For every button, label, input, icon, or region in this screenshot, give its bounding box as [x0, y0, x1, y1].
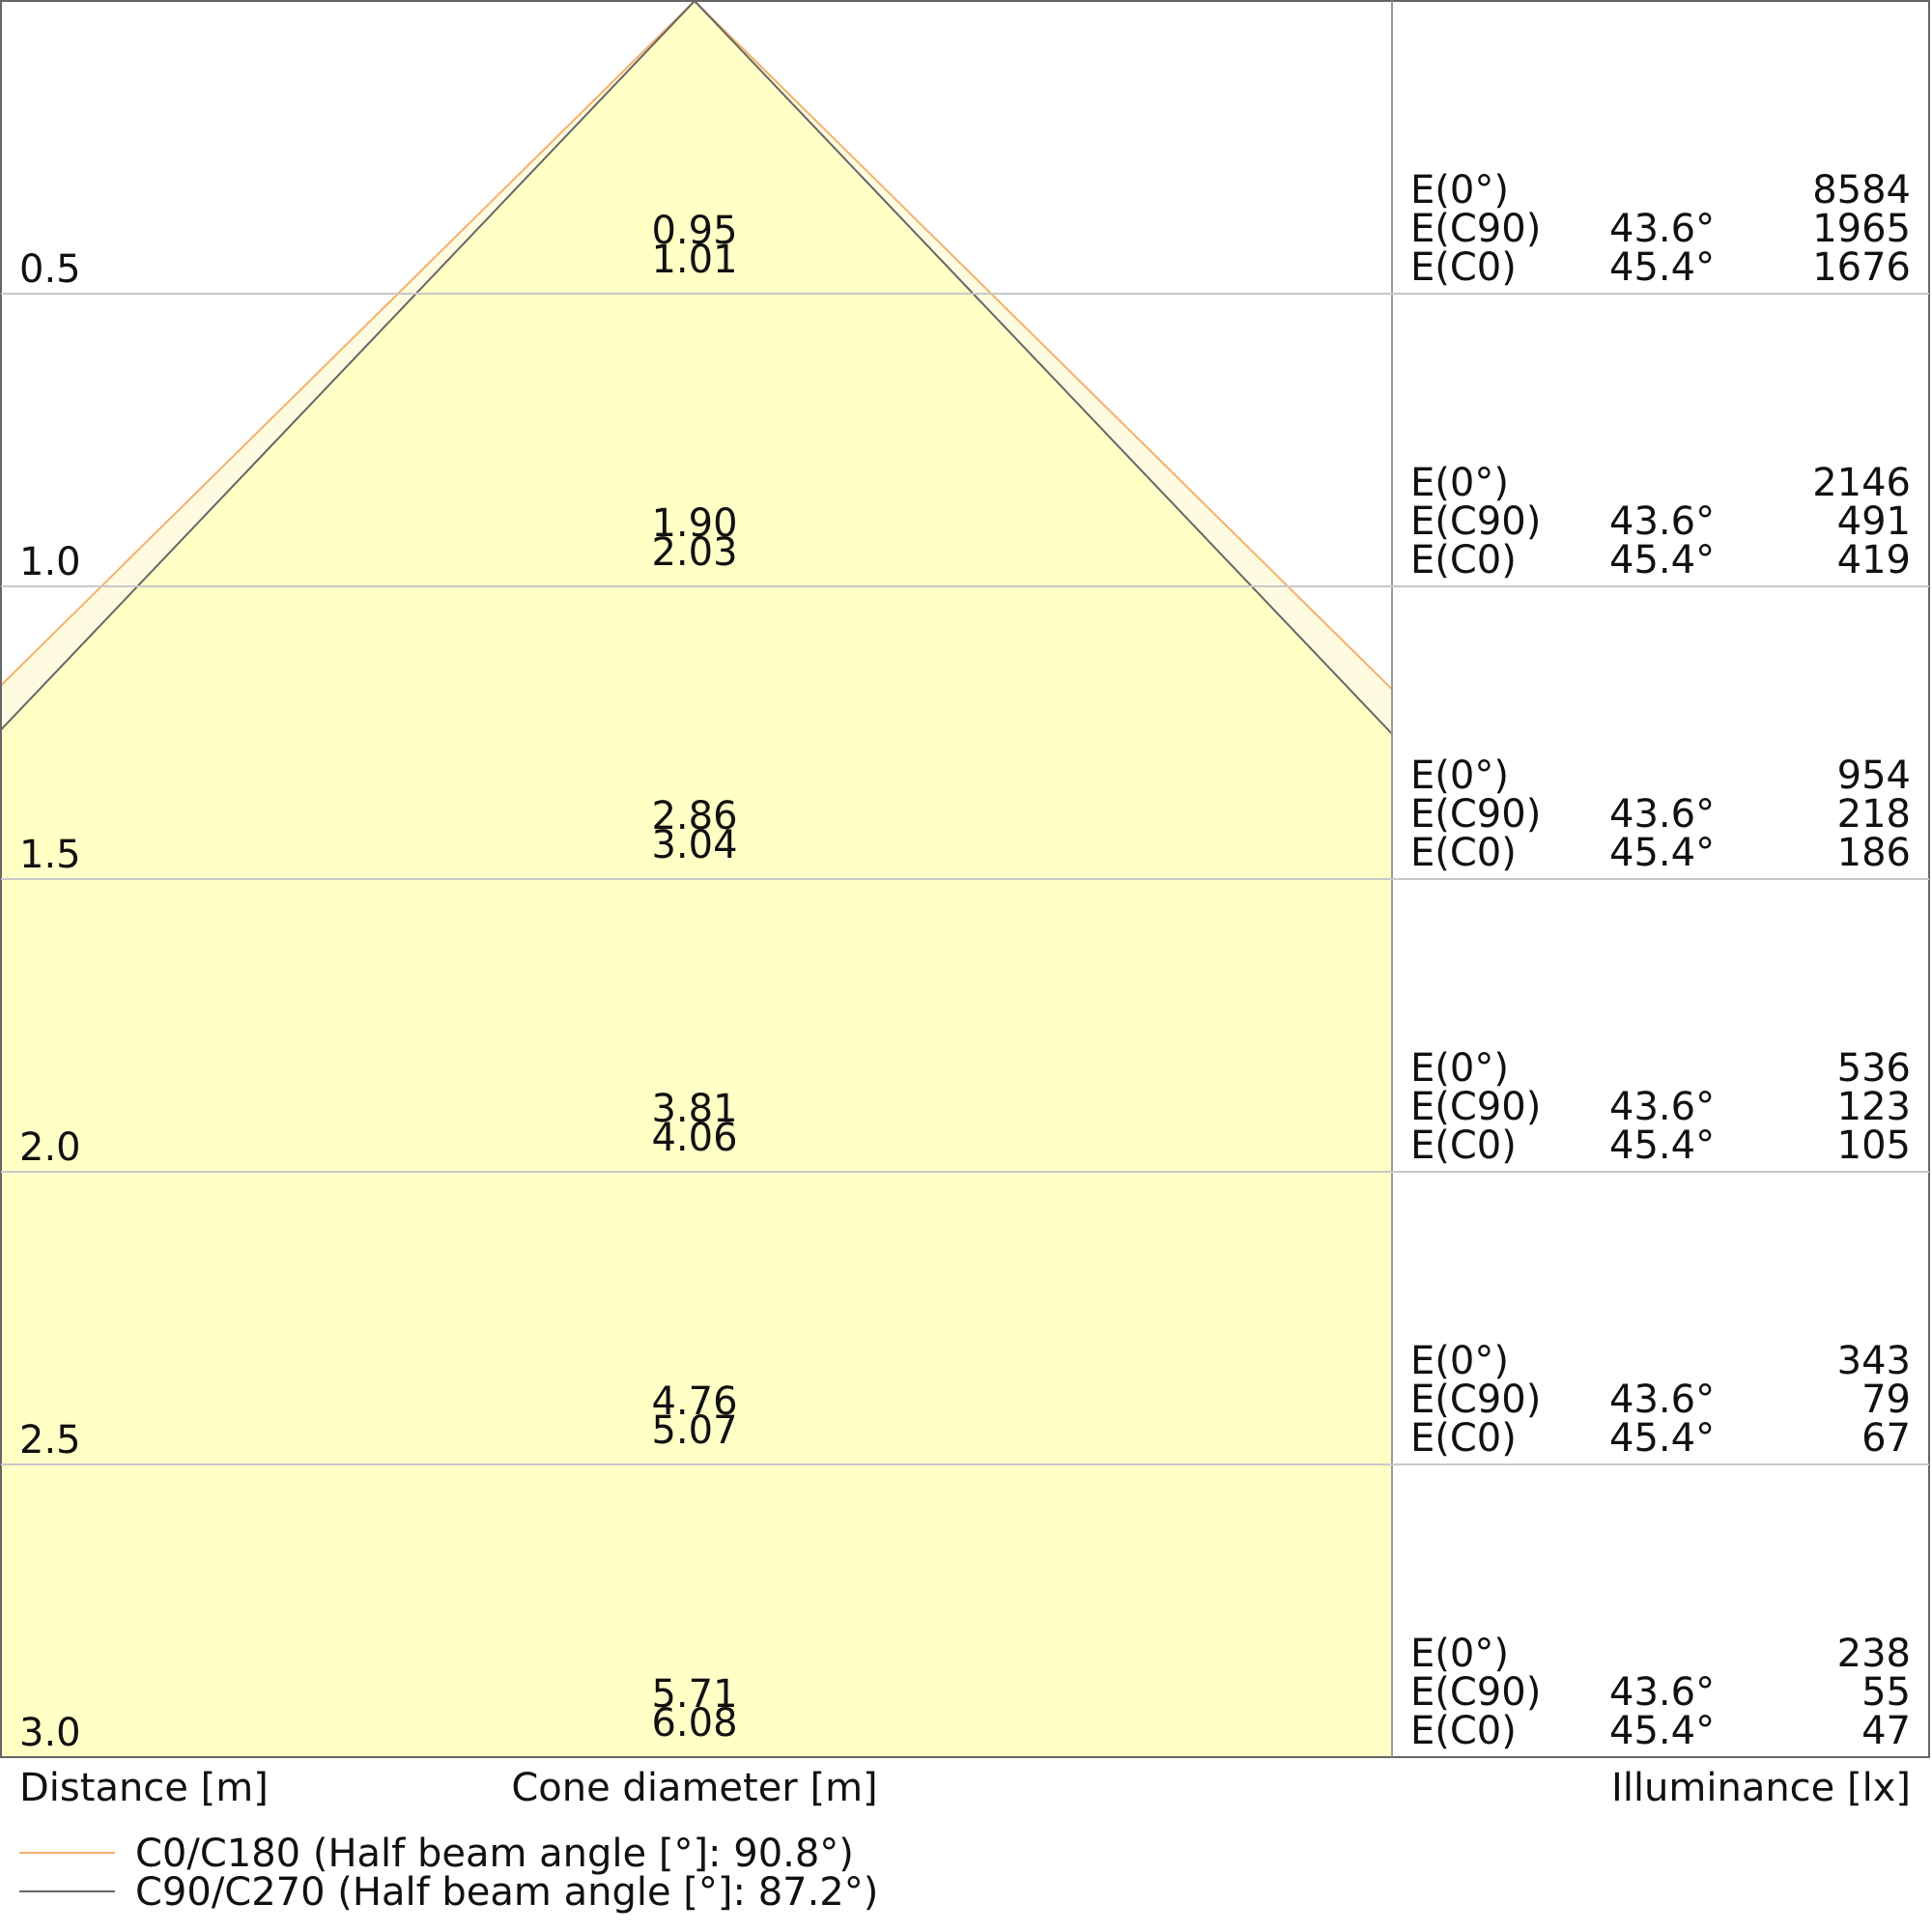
- angle-label: 45.4°: [1609, 1123, 1715, 1168]
- diameter-label: 1.90: [651, 501, 737, 546]
- illuminance-name: E(C90): [1410, 1085, 1541, 1129]
- illuminance-value: 419: [1837, 538, 1911, 582]
- diameter-label: 1.01: [651, 238, 737, 282]
- illuminance-name: E(0°): [1410, 753, 1509, 798]
- illuminance-value: 536: [1837, 1046, 1911, 1091]
- illuminance-value: 123: [1837, 1085, 1911, 1129]
- illuminance-name: E(0°): [1410, 1632, 1509, 1676]
- diameter-label: 5.71: [651, 1672, 737, 1717]
- diameter-axis-label: Cone diameter [m]: [511, 1766, 877, 1810]
- diameter-label: 5.07: [651, 1408, 737, 1453]
- illuminance-name: E(C90): [1410, 1670, 1541, 1715]
- illuminance-name: E(0°): [1410, 1046, 1509, 1091]
- illuminance-value: 105: [1837, 1123, 1911, 1168]
- diameter-label: 3.04: [651, 823, 737, 867]
- distance-label: 2.0: [19, 1125, 81, 1170]
- distance-label: 0.5: [19, 247, 81, 292]
- illuminance-value: 79: [1861, 1378, 1911, 1422]
- illuminance-value: 2146: [1812, 461, 1911, 505]
- distance-label: 1.5: [19, 833, 81, 877]
- illuminance-value: 67: [1861, 1416, 1911, 1461]
- distance-label: 2.5: [19, 1418, 81, 1463]
- angle-label: 45.4°: [1609, 1416, 1715, 1461]
- distance-axis-label: Distance [m]: [19, 1766, 269, 1810]
- legend-label: C90/C270 (Half beam angle [°]: 87.2°): [135, 1870, 878, 1915]
- distance-label: 3.0: [19, 1711, 81, 1755]
- distance-label: 1.0: [19, 540, 81, 584]
- illuminance-name: E(C0): [1410, 1123, 1517, 1168]
- illuminance-value: 186: [1837, 831, 1911, 875]
- diameter-label: 3.81: [651, 1087, 737, 1131]
- angle-label: 43.6°: [1609, 1378, 1715, 1422]
- angle-label: 45.4°: [1609, 1709, 1715, 1753]
- angle-label: 43.6°: [1609, 1085, 1715, 1129]
- diameter-label: 2.86: [651, 794, 737, 838]
- illuminance-name: E(C90): [1410, 792, 1541, 837]
- illuminance-value: 47: [1861, 1709, 1911, 1753]
- illuminance-name: E(C90): [1410, 207, 1541, 251]
- angle-label: 45.4°: [1609, 245, 1715, 290]
- angle-label: 43.6°: [1609, 792, 1715, 837]
- illuminance-name: E(0°): [1410, 1339, 1509, 1383]
- illuminance-value: 8584: [1812, 168, 1911, 213]
- illuminance-value: 218: [1837, 792, 1911, 837]
- illuminance-value: 238: [1837, 1632, 1911, 1676]
- illuminance-value: 1676: [1812, 245, 1911, 290]
- illuminance-value: 1965: [1812, 207, 1911, 251]
- illuminance-name: E(C0): [1410, 538, 1517, 582]
- illuminance-name: E(C90): [1410, 1378, 1541, 1422]
- angle-label: 43.6°: [1609, 499, 1715, 544]
- illuminance-name: E(0°): [1410, 168, 1509, 213]
- diameter-label: 2.03: [651, 530, 737, 575]
- illuminance-value: 491: [1837, 499, 1911, 544]
- illuminance-name: E(C0): [1410, 831, 1517, 875]
- diameter-label: 4.76: [651, 1379, 737, 1424]
- angle-label: 45.4°: [1609, 831, 1715, 875]
- illuminance-name: E(C90): [1410, 499, 1541, 544]
- illuminance-name: E(0°): [1410, 461, 1509, 505]
- diameter-label: 0.95: [651, 209, 737, 253]
- illuminance-value: 55: [1861, 1670, 1911, 1715]
- angle-label: 45.4°: [1609, 538, 1715, 582]
- legend-label: C0/C180 (Half beam angle [°]: 90.8°): [135, 1832, 854, 1876]
- diameter-label: 6.08: [651, 1701, 737, 1746]
- illuminance-name: E(C0): [1410, 1709, 1517, 1753]
- illuminance-name: E(C0): [1410, 1416, 1517, 1461]
- angle-label: 43.6°: [1609, 207, 1715, 251]
- illuminance-axis-label: Illuminance [lx]: [1611, 1766, 1911, 1810]
- illuminance-value: 954: [1837, 753, 1911, 798]
- illuminance-value: 343: [1837, 1339, 1911, 1383]
- illuminance-name: E(C0): [1410, 245, 1517, 290]
- diameter-label: 4.06: [651, 1116, 737, 1160]
- angle-label: 43.6°: [1609, 1670, 1715, 1715]
